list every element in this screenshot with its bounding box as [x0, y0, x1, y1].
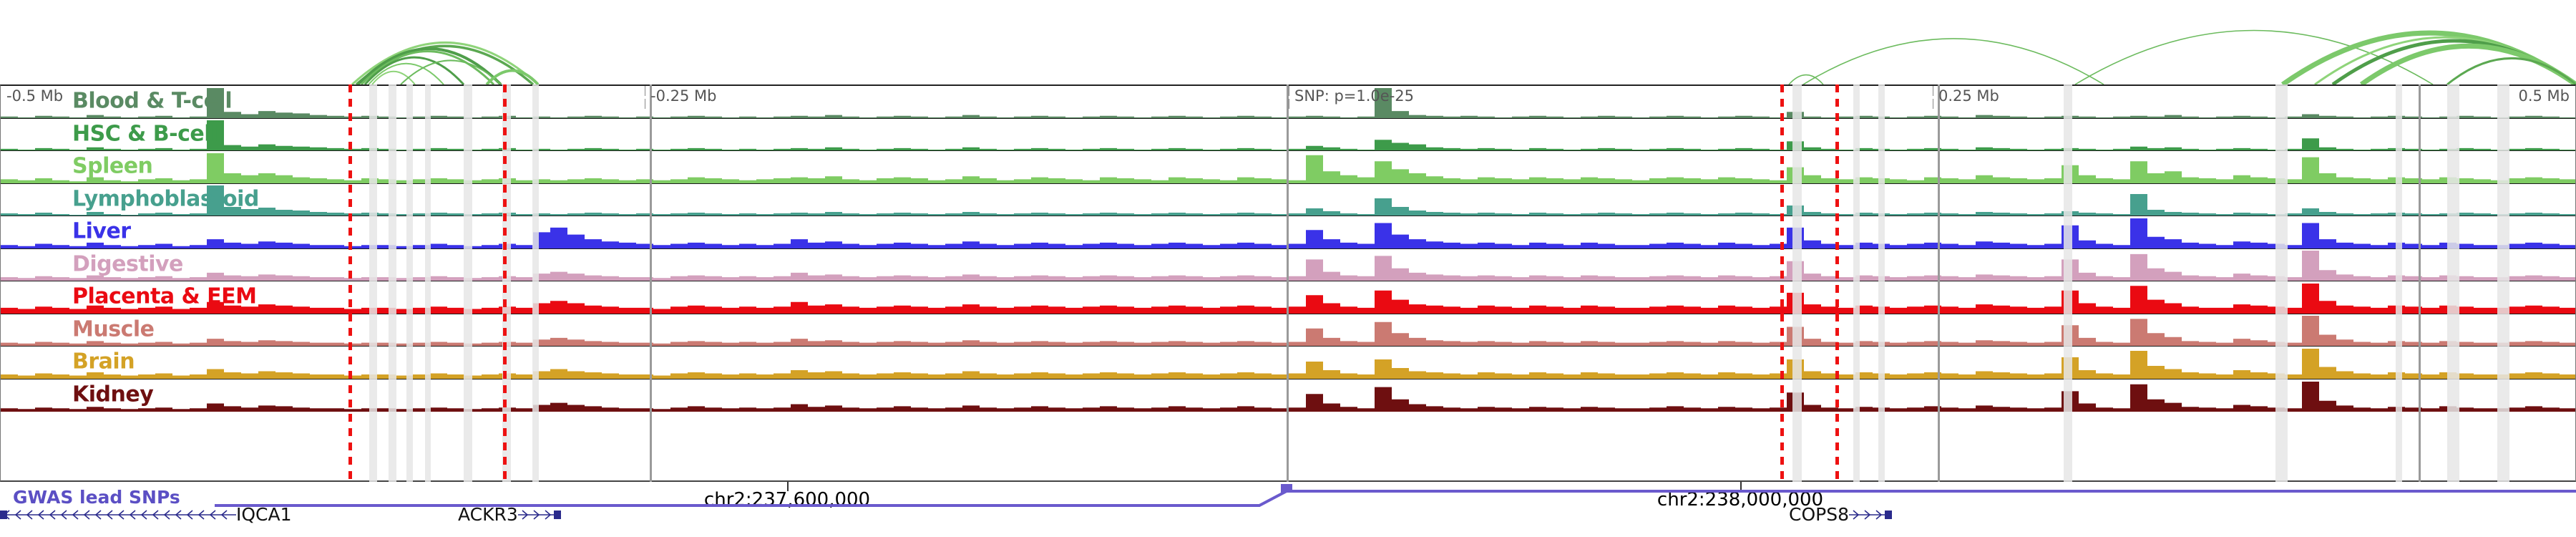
track-label-muscle: Muscle [72, 316, 155, 342]
gene-label: COPS8 [1789, 504, 1849, 525]
loop-arc [371, 70, 416, 84]
gene-strand-arrows [1848, 509, 1892, 520]
gwas-connector-line [215, 490, 2576, 507]
signal-area [1, 218, 2575, 248]
signal-profile [1, 86, 2575, 118]
loop-arc [351, 41, 540, 84]
signal-area [1, 185, 2575, 216]
signal-area [1, 382, 2575, 412]
signal-profile [1, 379, 2575, 412]
gene-annotation-track: IQCA1 ACKR3 COPS8 [0, 504, 2576, 537]
track-label-spleen: Spleen [72, 153, 153, 179]
signal-area [1, 153, 2575, 183]
loop-arc [2446, 57, 2576, 84]
signal-track[interactable]: Liver [1, 216, 2575, 249]
signal-track[interactable]: Brain [1, 347, 2575, 379]
gene-model[interactable]: IQCA1 [0, 504, 292, 533]
signal-area [1, 316, 2575, 346]
signal-area [1, 87, 2575, 118]
gene-label: ACKR3 [458, 504, 518, 525]
signal-area [1, 120, 2575, 150]
gwas-lead-snp-marker[interactable] [1281, 484, 1292, 493]
signal-area [1, 251, 2575, 281]
track-label-digestive: Digestive [72, 251, 183, 277]
chromatin-loop-arcs [0, 0, 2576, 84]
signal-track[interactable]: Placenta & EEM [1, 281, 2575, 314]
signal-track[interactable]: Kidney [1, 379, 2575, 412]
coordinate-tick [1740, 482, 1742, 491]
ruler-label: -0.5 Mb [6, 87, 64, 105]
signal-area [1, 283, 2575, 314]
loop-arc [368, 62, 444, 84]
gene-model[interactable]: ACKR3 [458, 504, 561, 533]
signal-profile [1, 151, 2575, 183]
loop-arc [485, 69, 540, 84]
gene-model[interactable]: COPS8 [1789, 504, 1892, 533]
gwas-lead-snps-track[interactable]: GWAS lead SNPs [0, 484, 2576, 513]
ruler-label: SNP: p=1.0e-25 [1294, 87, 1414, 105]
track-label-brain: Brain [72, 349, 135, 374]
signal-track[interactable]: Digestive [1, 249, 2575, 281]
loop-arc [360, 50, 495, 84]
signal-profile [1, 184, 2575, 216]
signal-track[interactable]: Blood & T-cell -0.5 Mb -0.25 Mb SNP: p=1.0e… [1, 86, 2575, 119]
track-label-blood-t-cell: Blood & T-cell [72, 88, 233, 114]
gene-strand-arrows [517, 509, 561, 520]
signal-track[interactable]: Spleen [1, 151, 2575, 184]
loop-arc [1802, 38, 2104, 84]
signal-area [1, 348, 2575, 379]
signal-profile [1, 249, 2575, 281]
signal-track-stack: Blood & T-cell -0.5 Mb -0.25 Mb SNP: p=1.0e… [0, 84, 2576, 482]
loop-arc [2074, 29, 2434, 84]
signal-track[interactable]: HSC & B-cell [1, 119, 2575, 151]
loop-arc [1788, 74, 1824, 84]
gene-label: IQCA1 [236, 504, 292, 525]
signal-profile [1, 216, 2575, 248]
ruler-label: -0.25 Mb [650, 87, 717, 105]
gwas-track-label: GWAS lead SNPs [13, 487, 180, 508]
track-label-lymphoblastoid: Lymphoblastoid [72, 186, 259, 212]
loop-arc [356, 47, 502, 84]
track-label-liver: Liver [72, 218, 131, 244]
signal-profile [1, 314, 2575, 346]
track-label-placenta-eem: Placenta & EEM [72, 284, 257, 309]
gene-strand-arrows [0, 509, 236, 520]
signal-profile [1, 281, 2575, 314]
signal-track[interactable]: Lymphoblastoid [1, 184, 2575, 216]
ruler-label: 0.5 Mb [2518, 87, 2570, 105]
signal-track[interactable]: Muscle [1, 314, 2575, 347]
track-label-kidney: Kidney [72, 382, 154, 407]
track-label-hsc-b-cell: HSC & B-cell [72, 121, 218, 147]
coordinate-tick [787, 482, 789, 491]
signal-profile [1, 119, 2575, 150]
signal-profile [1, 347, 2575, 379]
ruler-label: 0.25 Mb [1938, 87, 1999, 105]
loop-arc [400, 59, 502, 84]
loop-arc [364, 56, 465, 84]
